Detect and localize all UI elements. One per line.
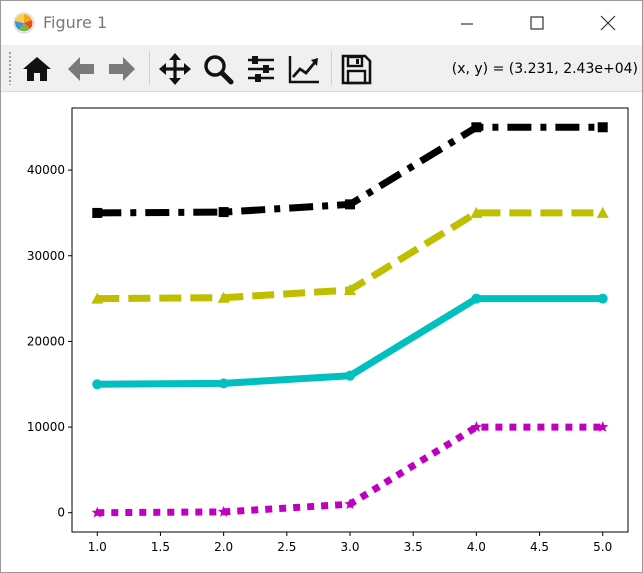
- save-button[interactable]: [339, 52, 373, 86]
- arrow-left-icon: [68, 57, 94, 81]
- toolbar-separator: [149, 51, 150, 85]
- arrow-right-icon: [109, 57, 135, 81]
- x-tick-label: 2.0: [214, 540, 233, 554]
- subplots-button[interactable]: [244, 52, 278, 86]
- data-point: [471, 293, 482, 304]
- y-tick-label: 0: [57, 506, 65, 520]
- window-title: Figure 1: [43, 13, 108, 32]
- x-tick-label: 3.0: [340, 540, 359, 554]
- x-tick-label: 1.5: [151, 540, 170, 554]
- forward-button[interactable]: [105, 52, 139, 86]
- y-tick-label: 30000: [27, 249, 65, 263]
- data-point: [344, 284, 356, 296]
- data-point: [597, 293, 608, 304]
- x-tick-label: 4.0: [467, 540, 486, 554]
- data-point: [218, 378, 229, 389]
- home-icon: [23, 57, 51, 81]
- y-tick-label: 10000: [27, 420, 65, 434]
- close-icon: [600, 15, 616, 31]
- data-point: [597, 122, 608, 133]
- close-button[interactable]: [588, 9, 628, 37]
- data-point: [596, 206, 609, 218]
- customize-button[interactable]: [287, 52, 321, 86]
- figure-canvas[interactable]: 0 10000 20000 30000 40000 1.0 1.5 2.0 2.5 3.0 3.5 4…: [1, 92, 642, 572]
- plot-area: [71, 107, 629, 533]
- data-point: [92, 379, 103, 390]
- x-tick-label: 2.5: [277, 540, 296, 554]
- data-point: [217, 291, 230, 303]
- data-point: [91, 292, 104, 304]
- x-tick-label: 1.0: [88, 540, 107, 554]
- data-point: [218, 207, 229, 218]
- back-button[interactable]: [64, 52, 98, 86]
- maximize-icon: [530, 16, 544, 30]
- line-chart-icon: [288, 56, 319, 84]
- x-tick-label: 3.5: [404, 540, 423, 554]
- zoom-button[interactable]: [201, 52, 235, 86]
- minimize-button[interactable]: [447, 9, 487, 37]
- data-point: [470, 206, 483, 218]
- matplotlib-logo-icon: [13, 12, 35, 34]
- save-icon: [341, 54, 372, 85]
- cursor-coordinates: (x, y) = (3.231, 2.43e+04): [451, 61, 638, 77]
- y-tick-label: 20000: [27, 334, 65, 348]
- toolbar-separator: [331, 51, 332, 85]
- data-point: [92, 207, 103, 218]
- maximize-button[interactable]: [517, 9, 557, 37]
- data-point: [91, 506, 103, 518]
- navigation-toolbar: (x, y) = (3.231, 2.43e+04): [1, 45, 642, 92]
- line-chart[interactable]: 0 10000 20000 30000 40000 1.0 1.5 2.0 2.5 3.0 3.5 4…: [1, 92, 642, 572]
- x-tick-label: 4.5: [530, 540, 549, 554]
- zoom-icon: [204, 55, 234, 85]
- data-point: [344, 498, 356, 509]
- sliders-icon: [248, 56, 274, 82]
- data-point: [471, 122, 482, 133]
- data-point: [345, 199, 355, 210]
- move-icon: [159, 53, 191, 85]
- title-bar: Figure 1: [1, 1, 642, 45]
- data-point: [345, 370, 355, 381]
- x-tick-label: 5.0: [593, 540, 612, 554]
- toolbar-grip[interactable]: [8, 51, 12, 85]
- y-tick-label: 40000: [27, 163, 65, 177]
- data-point: [597, 421, 609, 432]
- home-button[interactable]: [20, 52, 54, 86]
- data-point: [470, 421, 483, 432]
- minimize-icon: [461, 23, 473, 25]
- data-point: [217, 505, 230, 517]
- pan-button[interactable]: [158, 52, 192, 86]
